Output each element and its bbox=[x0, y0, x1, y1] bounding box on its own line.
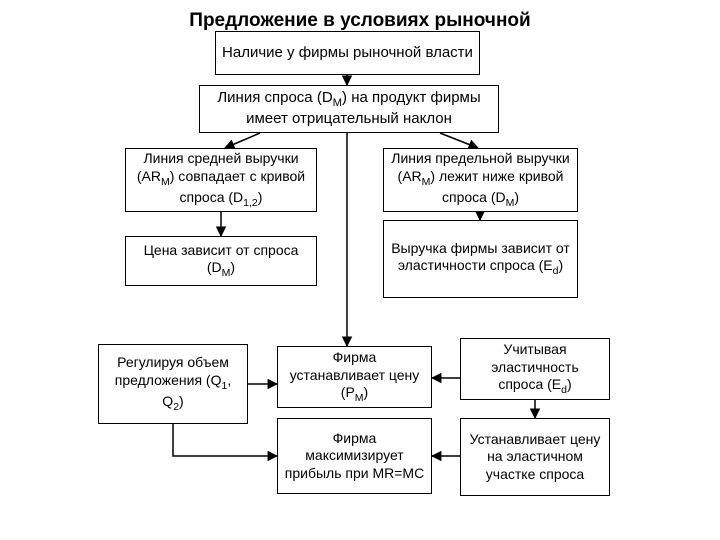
node-n2: Линия спроса (DM) на продукт фирмы имеет… bbox=[199, 85, 499, 133]
edge-1 bbox=[225, 133, 260, 148]
node-n1: Наличие у фирмы рыночной власти bbox=[215, 31, 480, 75]
node-n6-label: Выручка фирмы зависит от эластичности сп… bbox=[390, 240, 571, 278]
node-n8: Фирма устанавливает цену (PM) bbox=[277, 346, 432, 408]
node-n5: Цена зависит от спроса (DM) bbox=[125, 236, 317, 286]
node-n6: Выручка фирмы зависит от эластичности сп… bbox=[383, 220, 578, 298]
title-line1: Предложение в условиях рыночной bbox=[189, 10, 530, 31]
node-n11: Устанавливает цену на эластичном участке… bbox=[460, 418, 610, 496]
node-n4: Линия предельной выручки (ARM) лежит ниж… bbox=[383, 148, 578, 212]
edge-2 bbox=[440, 133, 478, 148]
node-n7-label: Регулируя объем предложения (Q1, Q2) bbox=[105, 354, 241, 413]
node-n10: Фирма максимизирует прибыль при MR=MC bbox=[277, 418, 432, 494]
edge-10 bbox=[173, 424, 277, 456]
diagram-canvas: Предложение в условиях рыночнойвласти На… bbox=[0, 0, 720, 540]
node-n10-label: Фирма максимизирует прибыль при MR=MC bbox=[284, 430, 425, 483]
node-n2-label: Линия спроса (DM) на продукт фирмы имеет… bbox=[206, 89, 492, 129]
node-n11-label: Устанавливает цену на эластичном участке… bbox=[467, 431, 603, 484]
node-n8-label: Фирма устанавливает цену (PM) bbox=[284, 349, 425, 405]
node-n9-label: Учитывая эластичность спроса (Ed) bbox=[467, 341, 603, 397]
node-n9: Учитывая эластичность спроса (Ed) bbox=[460, 338, 610, 400]
node-n1-label: Наличие у фирмы рыночной власти bbox=[222, 44, 473, 63]
node-n3: Линия средней выручки (ARM) совпадает с … bbox=[125, 148, 317, 212]
node-n3-label: Линия средней выручки (ARM) совпадает с … bbox=[132, 150, 310, 209]
node-n4-label: Линия предельной выручки (ARM) лежит ниж… bbox=[390, 150, 571, 209]
node-n7: Регулируя объем предложения (Q1, Q2) bbox=[98, 344, 248, 424]
node-n5-label: Цена зависит от спроса (DM) bbox=[132, 242, 310, 280]
